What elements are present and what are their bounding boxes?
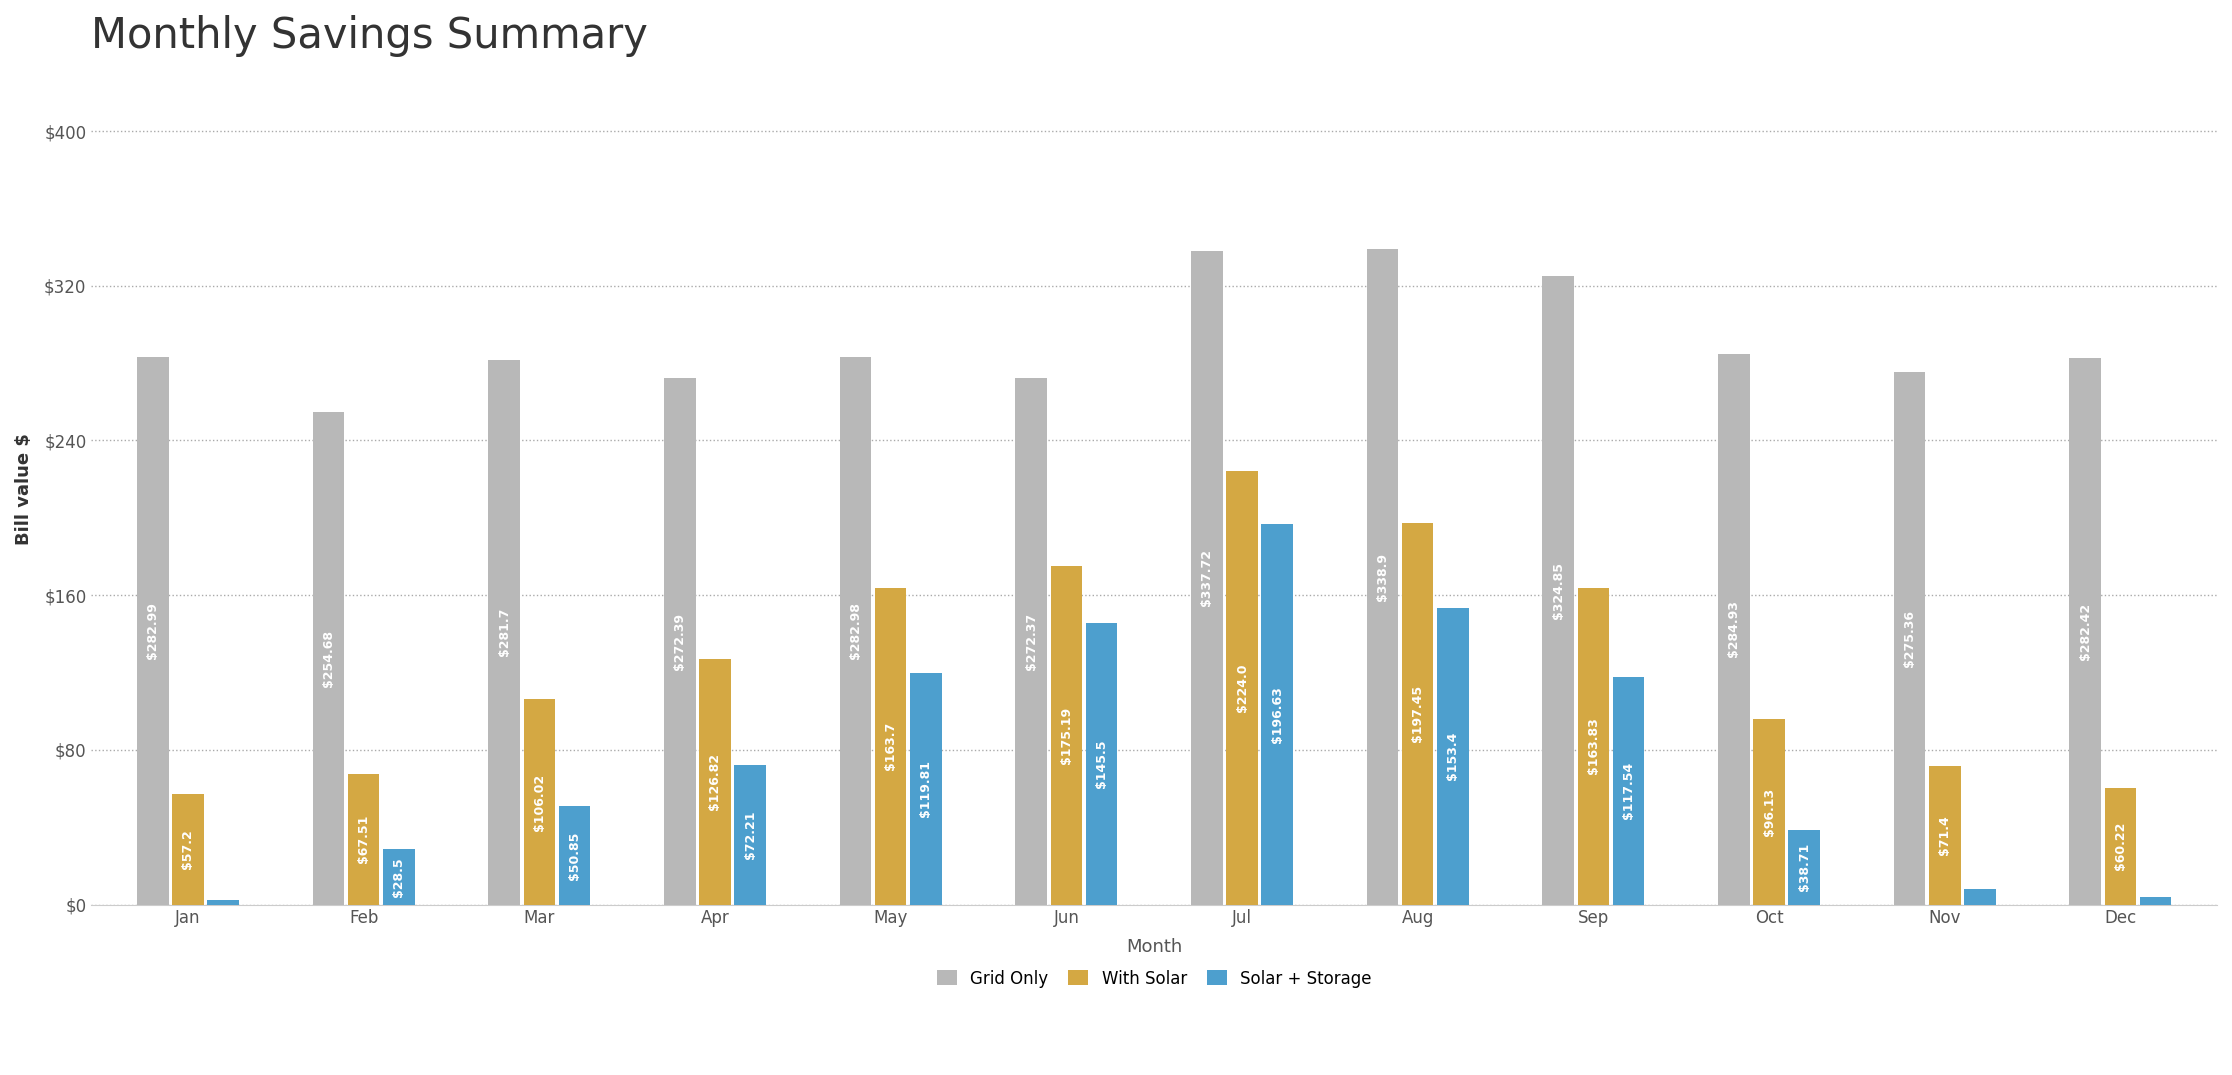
Text: $196.63: $196.63 — [1270, 686, 1283, 743]
Text: $60.22: $60.22 — [2114, 822, 2127, 871]
Bar — [1964, 889, 1995, 904]
Bar — [1051, 565, 1083, 904]
Text: $324.85: $324.85 — [1551, 562, 1565, 619]
Bar — [208, 900, 239, 904]
Bar — [1614, 677, 1645, 904]
Bar — [2105, 788, 2136, 904]
Text: $106.02: $106.02 — [533, 773, 547, 831]
Bar — [136, 357, 170, 904]
Text: $153.4: $153.4 — [1446, 732, 1460, 780]
Bar — [1542, 276, 1574, 904]
Text: $175.19: $175.19 — [1060, 706, 1074, 763]
Bar — [911, 673, 942, 904]
Bar — [2069, 358, 2100, 904]
Text: $338.9: $338.9 — [1377, 553, 1388, 601]
Text: $275.36: $275.36 — [1904, 610, 1915, 666]
Bar — [312, 412, 344, 904]
Bar — [665, 377, 696, 904]
Bar — [348, 774, 379, 904]
Bar — [489, 360, 520, 904]
Bar — [699, 659, 730, 904]
Bar — [172, 794, 203, 904]
Text: $96.13: $96.13 — [1763, 788, 1774, 835]
Bar — [1928, 766, 1960, 904]
Bar — [1437, 607, 1469, 904]
Text: $71.4: $71.4 — [1937, 816, 1951, 856]
Bar — [1788, 830, 1819, 904]
Bar — [1752, 718, 1786, 904]
Text: $337.72: $337.72 — [1201, 549, 1214, 606]
Text: $254.68: $254.68 — [321, 630, 335, 687]
Bar — [1366, 249, 1399, 904]
Text: $197.45: $197.45 — [1411, 685, 1424, 742]
Text: $282.98: $282.98 — [848, 602, 862, 659]
Bar — [839, 357, 870, 904]
Text: $282.42: $282.42 — [2078, 603, 2091, 660]
Bar — [1402, 522, 1433, 904]
Text: $126.82: $126.82 — [708, 754, 721, 811]
Bar — [558, 806, 589, 904]
Bar — [1719, 354, 1750, 904]
Bar — [2140, 897, 2172, 904]
Text: $72.21: $72.21 — [743, 811, 757, 859]
Text: $281.7: $281.7 — [498, 608, 511, 657]
Text: $282.99: $282.99 — [147, 602, 158, 659]
Text: $50.85: $50.85 — [567, 831, 580, 879]
Bar — [1016, 377, 1047, 904]
Bar — [734, 765, 766, 904]
Text: $57.2: $57.2 — [181, 829, 194, 869]
Text: $284.93: $284.93 — [1728, 601, 1741, 658]
Legend: Grid Only, With Solar, Solar + Storage: Grid Only, With Solar, Solar + Storage — [929, 961, 1379, 995]
Bar — [1085, 624, 1118, 904]
Text: $145.5: $145.5 — [1096, 740, 1107, 788]
Bar — [1893, 372, 1926, 904]
Bar — [875, 588, 906, 904]
Bar — [384, 849, 415, 904]
Text: $163.83: $163.83 — [1587, 718, 1600, 774]
Bar — [1192, 252, 1223, 904]
Text: $67.51: $67.51 — [357, 815, 371, 863]
Bar — [1261, 525, 1292, 904]
Bar — [1578, 588, 1609, 904]
Text: $119.81: $119.81 — [920, 760, 933, 817]
Y-axis label: Bill value $: Bill value $ — [16, 433, 33, 545]
X-axis label: Month: Month — [1127, 938, 1183, 957]
Text: $224.0: $224.0 — [1237, 663, 1248, 712]
Bar — [1225, 471, 1259, 904]
Text: $38.71: $38.71 — [1797, 843, 1810, 891]
Bar — [525, 700, 556, 904]
Text: $163.7: $163.7 — [884, 722, 897, 771]
Text: $272.37: $272.37 — [1024, 613, 1038, 670]
Text: Monthly Savings Summary: Monthly Savings Summary — [92, 15, 647, 57]
Text: $272.39: $272.39 — [674, 613, 687, 670]
Text: $117.54: $117.54 — [1623, 762, 1636, 819]
Text: $28.5: $28.5 — [393, 857, 406, 897]
